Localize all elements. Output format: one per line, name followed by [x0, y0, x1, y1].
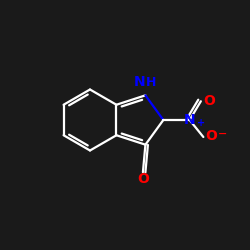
- Text: +: +: [196, 118, 205, 128]
- Text: N: N: [134, 75, 146, 89]
- Text: O: O: [203, 94, 215, 108]
- Text: H: H: [146, 76, 156, 89]
- Text: O: O: [137, 172, 149, 186]
- Text: O: O: [206, 129, 217, 143]
- Text: N: N: [184, 113, 196, 127]
- Text: −: −: [218, 129, 227, 139]
